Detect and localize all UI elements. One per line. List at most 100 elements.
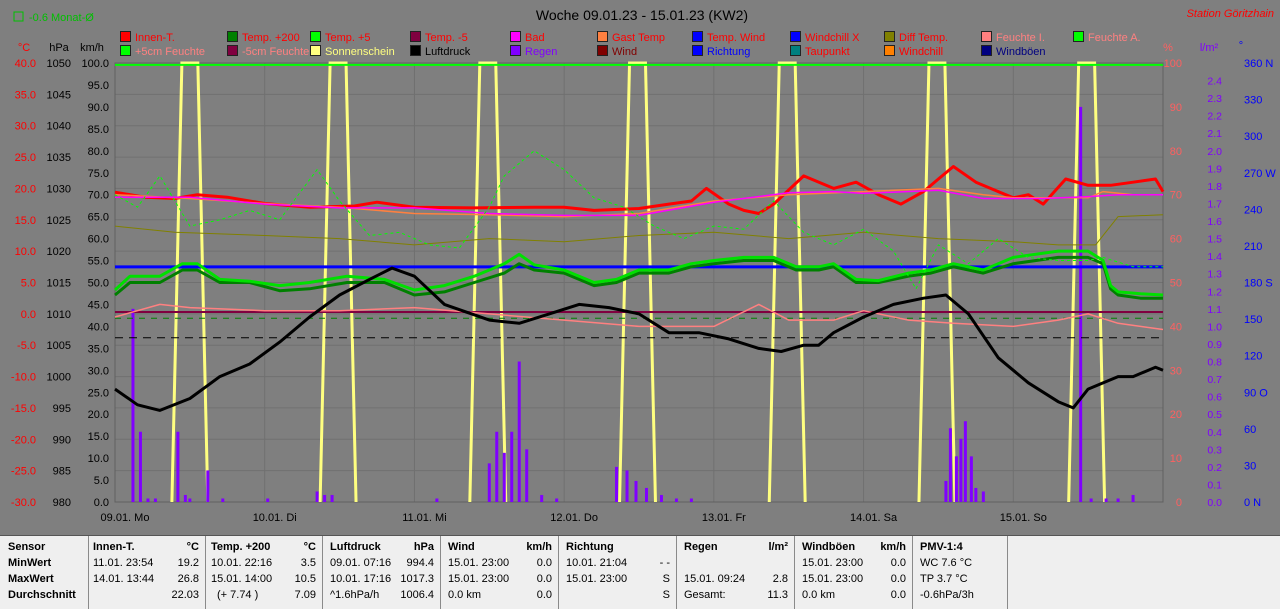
wind-tick-label: 100.0 bbox=[81, 58, 109, 70]
rain-bar bbox=[1089, 498, 1093, 502]
stats-innen-max-val: 26.8 bbox=[177, 573, 199, 585]
legend-label: Feuchte I. bbox=[996, 32, 1045, 44]
pressure-tick-label: 1050 bbox=[47, 58, 71, 70]
wind-tick-label: 35.0 bbox=[88, 343, 109, 355]
legend-item: Windböen bbox=[981, 45, 1046, 59]
legend-item: Windchill bbox=[884, 45, 943, 59]
humidity-tick-label: 70 bbox=[1170, 190, 1182, 202]
rain-bar bbox=[981, 491, 985, 502]
legend-item: Feuchte A. bbox=[1073, 31, 1141, 45]
series-temp-200 bbox=[114, 255, 1163, 300]
legend-item: Gast Temp bbox=[597, 31, 665, 45]
pressure-tick-label: 1000 bbox=[47, 372, 71, 384]
chart-title: Woche 09.01.23 - 15.01.23 (KW2) bbox=[536, 7, 748, 23]
stats-regen-avg-note: Gesamt: bbox=[684, 589, 726, 601]
rain-bar bbox=[555, 498, 559, 502]
grid bbox=[114, 62, 1164, 503]
direction-tick-label: 150 bbox=[1244, 314, 1262, 326]
rain-bar bbox=[131, 308, 135, 502]
legend-item: Bad bbox=[510, 31, 545, 45]
rain-bar bbox=[323, 494, 327, 502]
x-tick-label: 13.01. Fr bbox=[702, 512, 746, 524]
pressure-tick-label: 1010 bbox=[47, 309, 71, 321]
stats-windboeen-min-time: 15.01. 23:00 bbox=[802, 557, 864, 569]
pressure-tick-label: 1030 bbox=[47, 183, 71, 195]
rain-bar bbox=[634, 480, 638, 502]
wind-tick-label: 80.0 bbox=[88, 146, 109, 158]
rain-tick-label: 1.8 bbox=[1207, 181, 1222, 193]
rain-bar bbox=[944, 480, 948, 502]
legend-swatch-icon bbox=[310, 31, 321, 42]
stats-temp200-min-val: 3.5 bbox=[300, 557, 316, 569]
stats-wind-max-time: 15.01. 23:00 bbox=[448, 573, 510, 585]
axis-unit-wind: km/h bbox=[80, 42, 104, 54]
stats-wind-avg-note: 0.0 km bbox=[448, 589, 482, 601]
stats-luftdruck-min-time: 09.01. 07:16 bbox=[330, 557, 392, 569]
pressure-tick-label: 1025 bbox=[47, 215, 71, 227]
wind-tick-label: 0.0 bbox=[94, 497, 109, 509]
rain-tick-label: 2.2 bbox=[1207, 111, 1222, 123]
legend-item: Diff Temp. bbox=[884, 31, 948, 45]
rain-bar bbox=[502, 452, 506, 502]
wind-tick-label: 50.0 bbox=[88, 278, 109, 290]
stats-wind-unit: km/h bbox=[526, 541, 552, 553]
legend-swatch-icon bbox=[410, 45, 421, 56]
legend-item: Temp. -5 bbox=[410, 31, 468, 45]
temp-tick-label: -25.0 bbox=[11, 466, 36, 478]
corner-indicator-icon bbox=[13, 11, 24, 22]
stats-wind-min-val: 0.0 bbox=[536, 557, 552, 569]
legend-swatch-icon bbox=[1073, 31, 1084, 42]
wind-tick-label: 95.0 bbox=[88, 80, 109, 92]
rain-bar bbox=[659, 494, 663, 502]
temp-tick-label: -20.0 bbox=[11, 434, 36, 446]
sunshine-mark bbox=[917, 61, 957, 503]
stats-windboeen-column: Windböen km/h 15.01. 23:00 0.0 15.01. 23:0… bbox=[794, 536, 913, 609]
stats-innen-unit: °C bbox=[186, 541, 199, 553]
rain-bar bbox=[969, 456, 973, 502]
axis-unit-humidity: % bbox=[1163, 42, 1173, 54]
wind-tick-label: 10.0 bbox=[88, 453, 109, 465]
rain-bar bbox=[206, 470, 210, 502]
temp-tick-label: -30.0 bbox=[11, 497, 36, 509]
stats-temp200-avg-val: 7.09 bbox=[294, 589, 316, 601]
stats-luftdruck-unit: hPa bbox=[413, 541, 434, 553]
rain-tick-label: 0.8 bbox=[1207, 357, 1222, 369]
legend-swatch-icon bbox=[597, 31, 608, 42]
rain-tick-label: 1.5 bbox=[1207, 234, 1222, 246]
legend-label: Windböen bbox=[996, 46, 1046, 58]
x-tick-label: 15.01. So bbox=[1000, 512, 1047, 524]
rain-tick-label: 0.2 bbox=[1207, 462, 1222, 474]
stats-pmv-column: PMV-1:4 WC 7.6 °C TP 3.7 °C -0.6hPa/3h bbox=[912, 536, 1008, 609]
temp-tick-label: 25.0 bbox=[15, 152, 36, 164]
legend-swatch-icon bbox=[692, 45, 703, 56]
direction-tick-label: 270 W bbox=[1244, 168, 1276, 180]
pressure-tick-label: 1035 bbox=[47, 152, 71, 164]
stats-luftdruck-max-val: 1017.3 bbox=[400, 573, 434, 585]
wind-tick-label: 20.0 bbox=[88, 409, 109, 421]
legend-swatch-icon bbox=[884, 45, 895, 56]
legend-label: Temp. +200 bbox=[242, 32, 300, 44]
legend-label: Luftdruck bbox=[425, 46, 471, 58]
legend-item: Temp. +5 bbox=[310, 31, 371, 45]
rain-bar bbox=[1116, 498, 1120, 502]
stats-richtung-max-time: 15.01. 23:00 bbox=[566, 573, 628, 585]
legend-item: Sonnenschein bbox=[310, 45, 395, 59]
rain-bar bbox=[183, 494, 187, 502]
stats-wind-min-time: 15.01. 23:00 bbox=[448, 557, 510, 569]
legend-label: Taupunkt bbox=[805, 46, 850, 58]
rain-bar bbox=[266, 498, 270, 502]
stats-luftdruck-avg-val: 1006.4 bbox=[400, 589, 434, 601]
humidity-tick-label: 0 bbox=[1176, 497, 1182, 509]
rain-tick-label: 2.1 bbox=[1207, 128, 1222, 140]
legend-label: Wind bbox=[612, 46, 638, 58]
rain-tick-label: 1.3 bbox=[1207, 269, 1222, 281]
legend-swatch-icon bbox=[981, 45, 992, 56]
stats-luftdruck-header: Luftdruck bbox=[330, 541, 381, 553]
pressure-tick-label: 1040 bbox=[47, 121, 71, 133]
legend-label: Gast Temp bbox=[612, 32, 665, 44]
stats-wind-avg-val: 0.0 bbox=[536, 589, 552, 601]
humidity-tick-label: 40 bbox=[1170, 321, 1182, 333]
rain-tick-label: 0.4 bbox=[1207, 427, 1222, 439]
legend-label: +5cm Feuchte bbox=[135, 46, 206, 58]
rain-bar bbox=[963, 421, 967, 502]
